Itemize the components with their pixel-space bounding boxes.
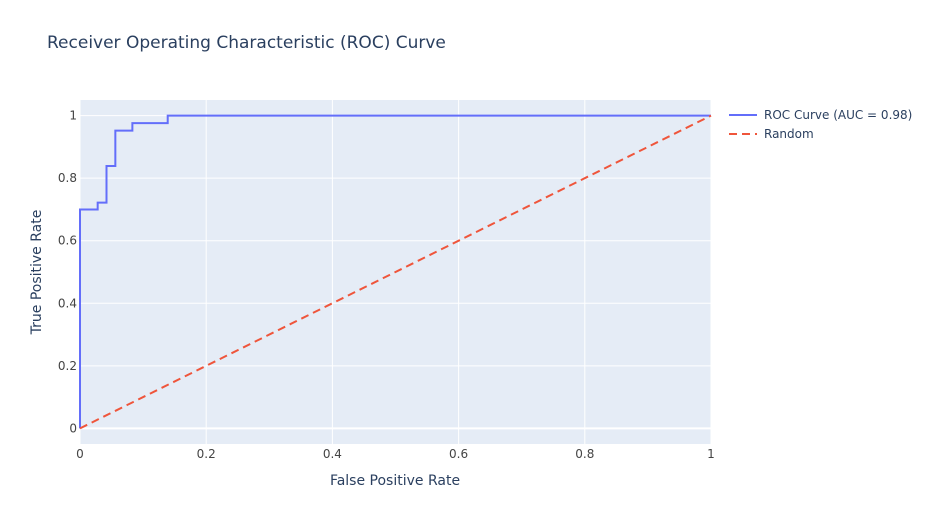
y-tick-label: 0.6 (58, 234, 77, 248)
legend[interactable]: ROC Curve (AUC = 0.98) Random (729, 108, 912, 141)
y-tick-label: 0.8 (58, 171, 77, 185)
legend-item[interactable]: ROC Curve (AUC = 0.98) (729, 108, 912, 122)
y-tick-label: 1 (69, 109, 77, 123)
x-tick-label: 0.6 (449, 447, 468, 461)
y-tick-label: 0.4 (58, 296, 77, 310)
y-tick-label: 0.2 (58, 359, 77, 373)
x-tick-label: 0.2 (197, 447, 216, 461)
x-tick-label: 0 (76, 447, 84, 461)
legend-label: Random (764, 127, 814, 141)
random-baseline-line (79, 114, 712, 430)
legend-item[interactable]: Random (729, 127, 814, 141)
legend-label: ROC Curve (AUC = 0.98) (764, 108, 912, 122)
x-tick-label: 1 (707, 447, 715, 461)
roc-curve-line (79, 114, 711, 429)
x-tick-label: 0.4 (323, 447, 342, 461)
x-axis-label: False Positive Rate (330, 473, 460, 489)
y-axis-label: True Positive Rate (29, 210, 45, 336)
y-axis-ticks: 0 0.2 0.4 0.6 0.8 1 (58, 109, 77, 436)
x-axis-ticks: 0 0.2 0.4 0.6 0.8 1 (76, 447, 715, 461)
x-tick-label: 0.8 (575, 447, 594, 461)
series-group (79, 114, 712, 430)
chart-title: Receiver Operating Characteristic (ROC) … (47, 33, 446, 53)
y-tick-label: 0 (69, 421, 77, 435)
